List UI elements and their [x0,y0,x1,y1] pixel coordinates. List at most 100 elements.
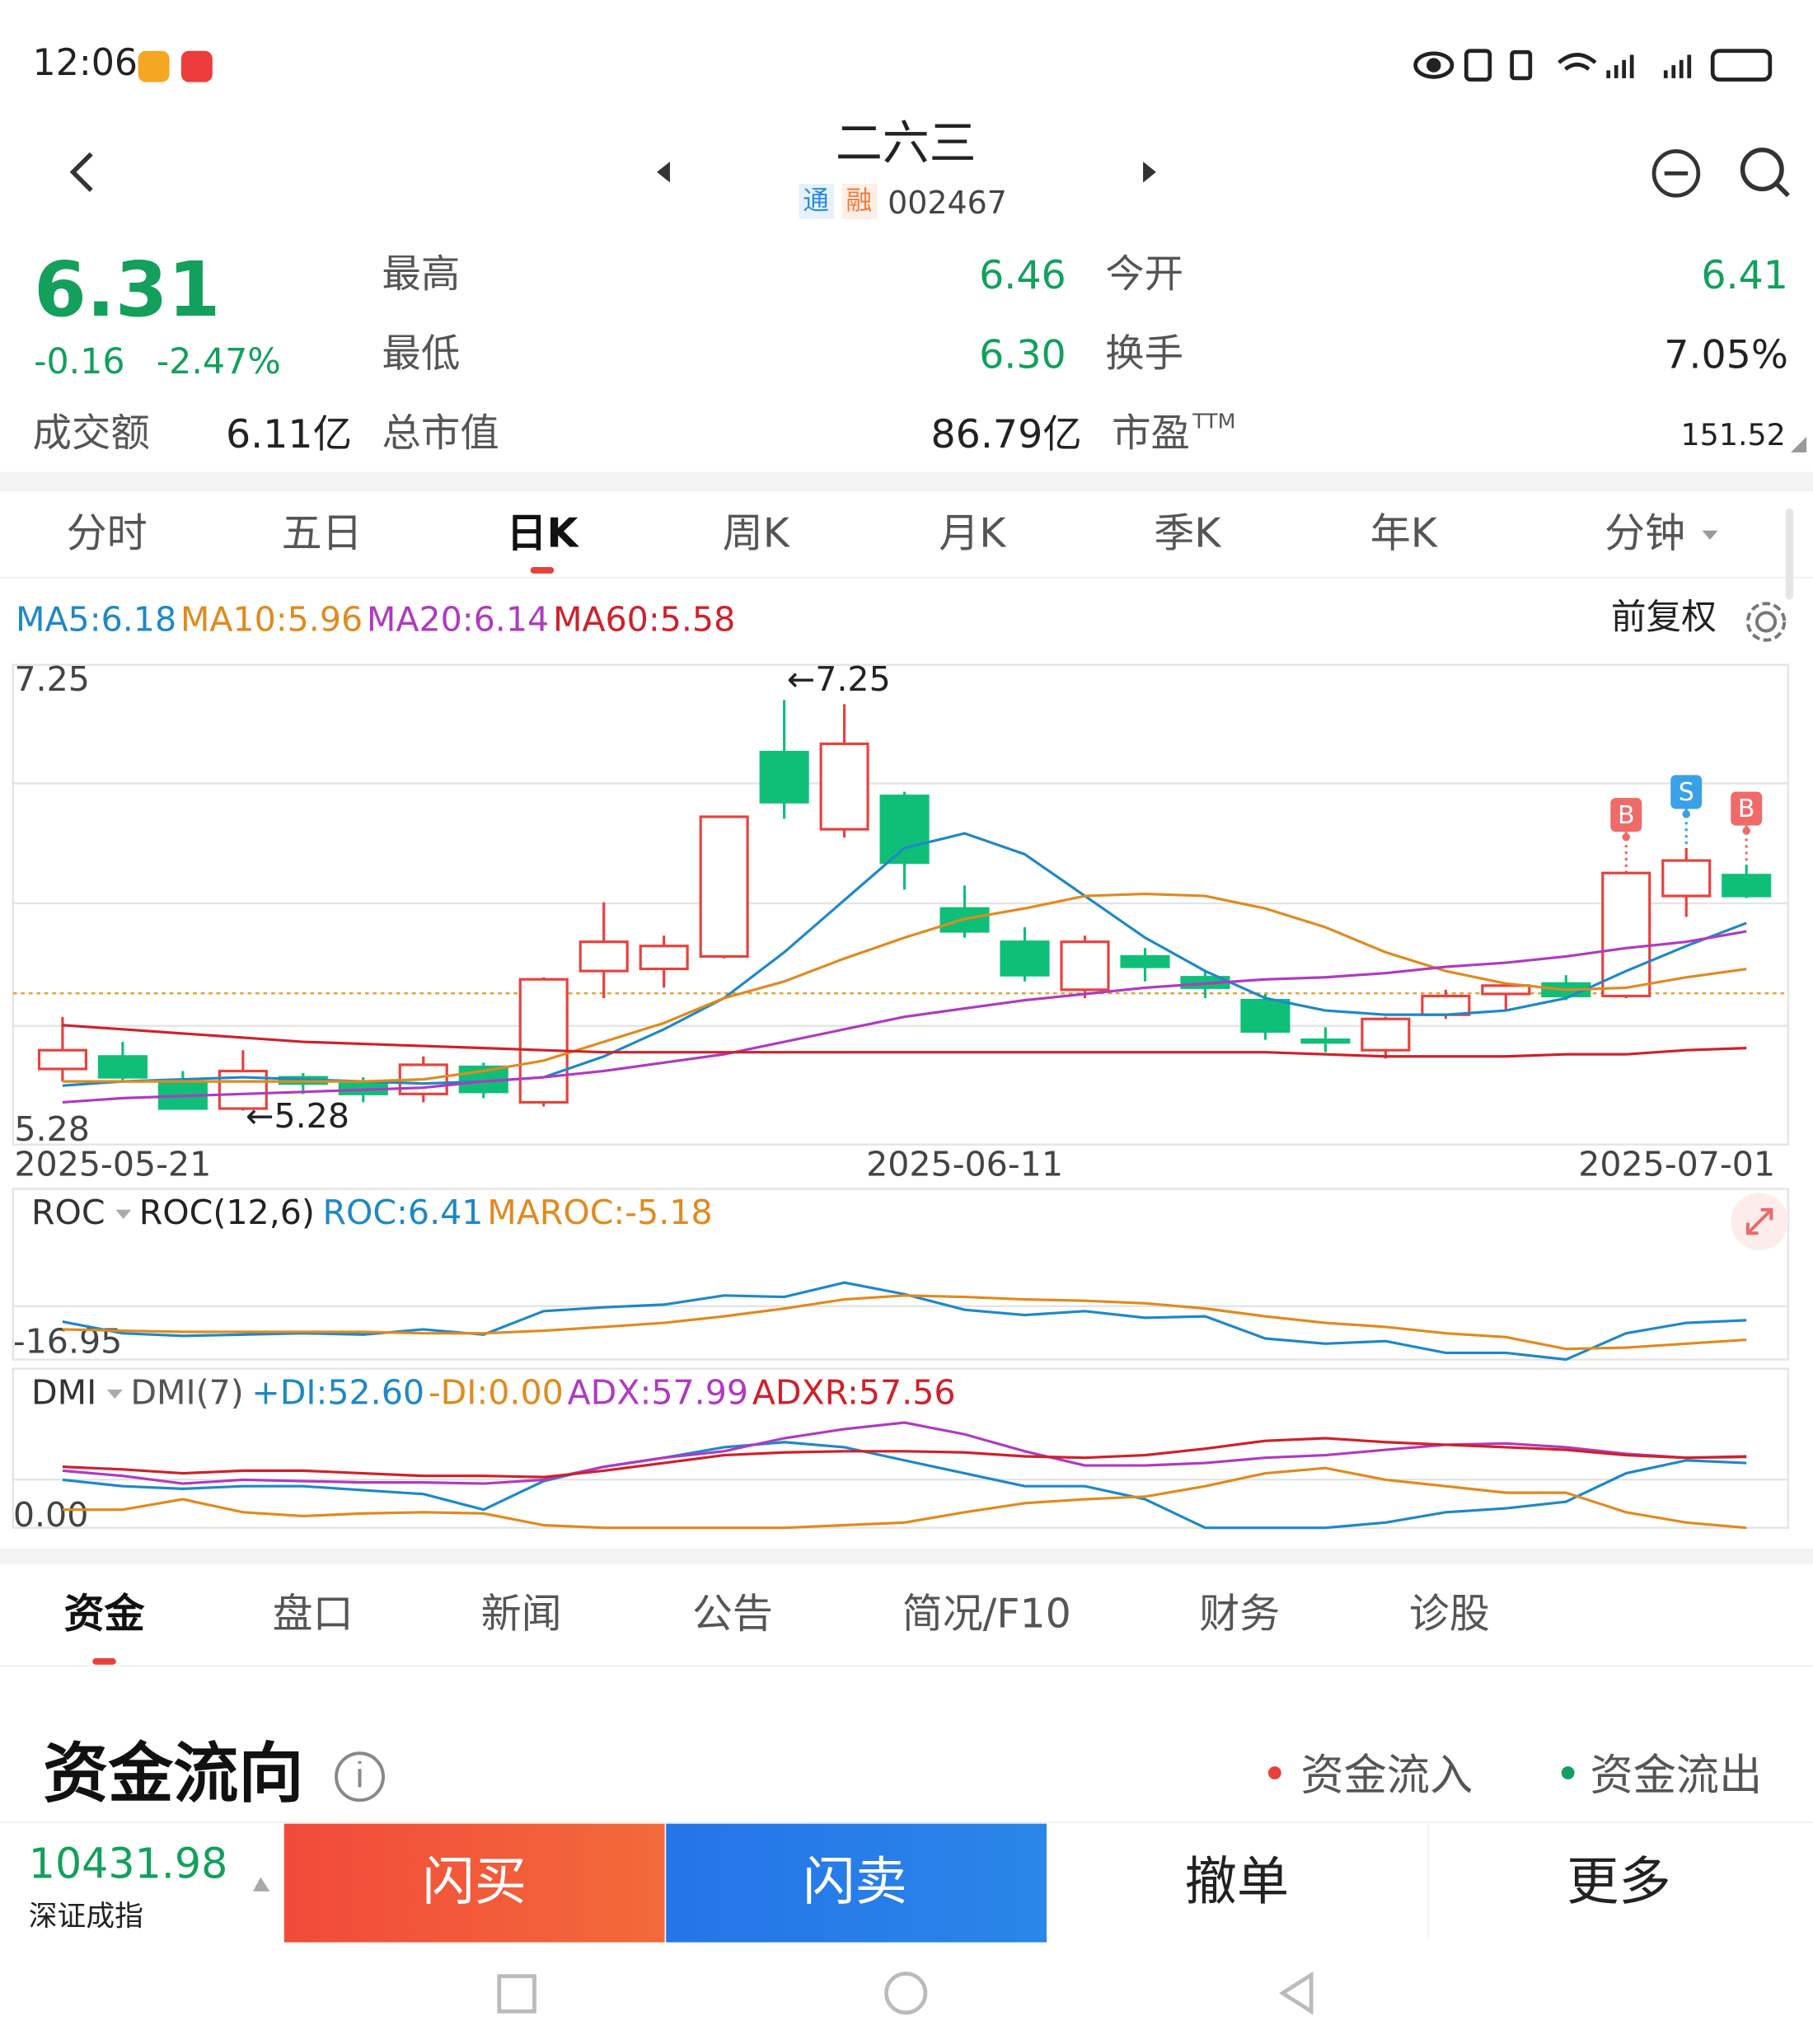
signal-badge [1731,791,1763,826]
indicator-params: ROC(12,6) [139,1193,315,1232]
section-tab[interactable]: 诊股 [1409,1590,1490,1638]
candle-body [1601,871,1651,998]
label: 总市值 [382,410,499,456]
legend-item: ROC:6.41 [322,1193,483,1232]
value: 6.46 [979,253,1066,298]
nav-recent[interactable] [497,1974,536,2014]
indicator-line [62,930,1747,1104]
signal-dot [1622,832,1631,842]
index-name: 深证成指 [29,1901,143,1934]
buy-button[interactable] [283,1823,665,1943]
section-tab[interactable]: 财务 [1199,1590,1280,1638]
candle-body [1300,1038,1351,1044]
signal-label: S [1679,778,1694,807]
section-tab[interactable]: 资金 [64,1590,146,1638]
label: 最高 [382,251,460,297]
indicator-name[interactable]: DMI [31,1372,96,1412]
section-tab[interactable]: 简况/F10 [902,1590,1071,1638]
tag-bg [799,184,835,219]
period-tabs: 分时 五日 日K 周K 月K 季K 年K 分钟 [67,509,1685,574]
candle-body [1722,874,1772,898]
tab-indicator [530,567,555,574]
signal-badge [1670,775,1703,809]
nav-back[interactable] [1278,1971,1314,2015]
legend-item: -DI:0.00 [429,1372,564,1412]
y-tick-label: 5.28 [14,1109,90,1149]
settings[interactable] [1745,602,1787,642]
indicator-line [62,1466,1747,1530]
candle-body [1000,940,1050,977]
candle-body [1421,994,1471,1016]
prev-stock[interactable] [657,162,670,183]
y-tick-label: 7.25 [14,659,90,699]
period-tab[interactable]: 五日 [282,509,363,557]
legend-item: ADXR:57.56 [752,1372,956,1412]
signal-badge [1610,798,1642,832]
cancel-button[interactable]: 撤单 [1185,1851,1290,1912]
label: 换手 [1105,331,1183,377]
status-icons [1413,49,1773,82]
period-tab[interactable]: 分时 [67,509,148,557]
dropdown-arrow [1702,530,1718,540]
x-tick-label: 2025-06-11 [866,1145,1063,1184]
nav-home[interactable] [884,1971,928,2015]
period-tab[interactable]: 季K [1154,509,1222,557]
app-icon [180,50,213,82]
indicator-line [62,1421,1747,1485]
candle-body [518,977,569,1104]
dropdown-arrow [115,1209,132,1219]
legend-item: MA5:6.18 [16,599,176,639]
legend-dot [1267,1766,1281,1779]
indicator-line [62,892,1747,1083]
section-tabs: 资金 盘口 新闻 公告 简况/F10 财务 诊股 [64,1590,1490,1665]
zoom-out[interactable] [1651,149,1701,198]
candle-body [639,945,689,971]
indicator-line [62,1441,1747,1530]
sell-button[interactable] [666,1823,1047,1943]
candle-body [1661,859,1712,898]
label: 今开 [1105,251,1183,297]
adjust-mode[interactable]: 前复权 [1611,597,1717,638]
indicator-line [62,1024,1747,1058]
y-tick-label: -16.95 [13,1322,123,1362]
back-button[interactable] [69,152,93,192]
separator [0,471,1813,492]
separator [0,1548,1813,1564]
dropdown-arrow [106,1390,123,1399]
value: 6.41 [1701,253,1788,298]
candle-body [37,1048,87,1071]
period-tab[interactable]: 周K [723,509,791,557]
candle-body [97,1055,148,1079]
candle-body [1120,954,1170,968]
y-tick-label: 0.00 [13,1495,89,1535]
more-button[interactable]: 更多 [1567,1851,1671,1912]
indicator-params: DMI(7) [130,1372,243,1412]
expand-icon [1745,1207,1773,1235]
signal-label: B [1738,795,1755,823]
period-tab[interactable]: 年K [1370,509,1439,557]
index-arrow [252,1877,270,1892]
stock-name: 二六三 [836,116,977,171]
value: 6.30 [979,332,1066,377]
legend: 资金流入 [1300,1751,1473,1800]
section-tab[interactable]: 新闻 [481,1590,562,1638]
value: 7.05% [1664,332,1788,377]
index-value: 10431.98 [29,1839,227,1887]
period-tab[interactable]: 分钟 [1605,509,1685,557]
tag: 融 [846,186,872,216]
period-tab[interactable]: 月K [939,509,1007,557]
period-tab[interactable]: 日K [506,509,579,557]
expand-corner[interactable] [1791,436,1807,452]
indicator-name[interactable]: ROC [31,1193,105,1232]
legend-item: MA10:5.96 [180,599,363,639]
next-stock[interactable] [1143,162,1156,183]
section-tab[interactable]: 盘口 [273,1590,354,1638]
search[interactable] [1740,148,1790,198]
section-tab[interactable]: 公告 [692,1590,773,1638]
candle-body [1060,940,1110,992]
legend-item: ADX:57.99 [568,1372,748,1412]
extreme-label: ←5.28 [246,1096,349,1136]
info-icon[interactable] [335,1751,385,1803]
change: -0.16 [34,341,124,382]
